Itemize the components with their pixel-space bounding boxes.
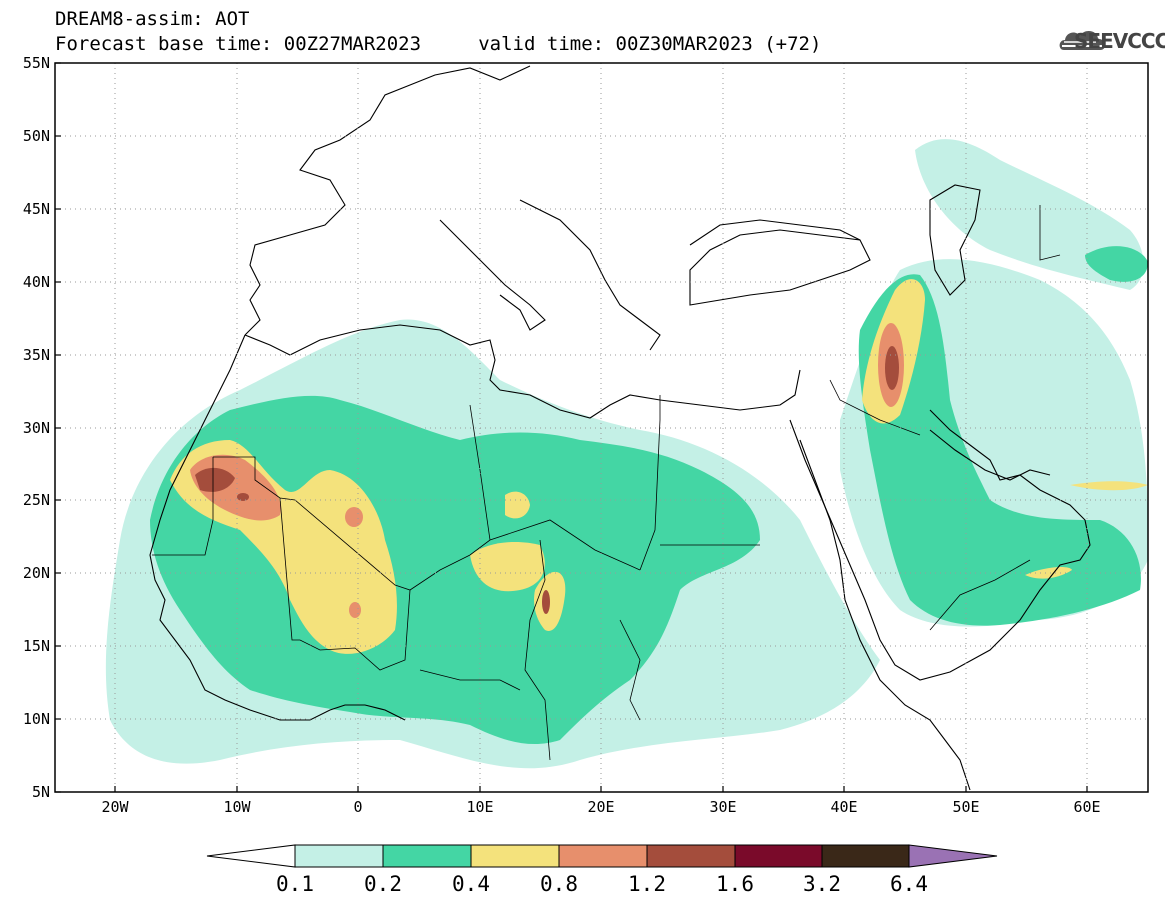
aot-high-tibesti	[505, 491, 530, 519]
lat-label: 15N	[23, 637, 50, 655]
lat-label: 40N	[23, 273, 50, 291]
lon-label: 30E	[709, 798, 736, 816]
lat-label: 20N	[23, 564, 50, 582]
aot-high-chad	[470, 542, 545, 592]
lat-label: 55N	[23, 54, 50, 72]
colorbar-label: 3.2	[803, 872, 841, 896]
colorbar-segment	[646, 844, 736, 868]
colorbar-segment	[294, 844, 384, 868]
seevccc-logo: SEEVCCC	[1074, 29, 1165, 53]
colorbar-segment	[734, 844, 823, 868]
lon-label: 10W	[223, 798, 251, 816]
colorbar-label: 0.4	[452, 872, 490, 896]
colorbar-label: 0.8	[540, 872, 578, 896]
lat-label: 10N	[23, 710, 50, 728]
lat-labels: 55N 50N 45N 40N 35N 30N 25N 20N 15N 10N …	[23, 54, 50, 801]
aot-mid-gulf	[858, 274, 1141, 626]
colorbar-label: 0.1	[276, 872, 314, 896]
aot-brown-sahara	[195, 467, 235, 492]
colorbar-label: 6.4	[890, 872, 928, 896]
lat-label: 50N	[23, 127, 50, 145]
axis-ticks	[55, 62, 1088, 793]
lon-label: 0	[353, 798, 362, 816]
lat-label: 5N	[32, 783, 50, 801]
aot-high-gulf-strip	[1070, 481, 1148, 491]
lon-label: 50E	[952, 798, 979, 816]
colorbar-segment	[470, 844, 560, 868]
lon-label: 10E	[466, 798, 493, 816]
colorbar-segment	[821, 844, 910, 868]
aot-high-oman	[1025, 567, 1072, 579]
lat-label: 30N	[23, 419, 50, 437]
map-title: DREAM8-assim: AOT	[55, 8, 250, 30]
colorbar-segment	[382, 844, 472, 868]
colorbar-label: 1.2	[628, 872, 666, 896]
colorbar-label: 0.2	[364, 872, 402, 896]
gridlines	[55, 63, 1148, 792]
aot-brown-chad	[542, 590, 550, 614]
aot-mid-caspian	[1085, 246, 1148, 282]
aot-orange-niger	[349, 602, 361, 618]
colorbar	[206, 844, 998, 868]
aot-field	[105, 139, 1148, 769]
aot-mid-west-africa	[150, 395, 760, 745]
lon-label: 40E	[830, 798, 857, 816]
lon-label: 20W	[101, 798, 129, 816]
colorbar-segment	[558, 844, 648, 868]
cloud-icon	[1059, 30, 1106, 50]
aot-brown-iraq	[885, 346, 899, 390]
aot-brown-mauritania	[237, 493, 249, 501]
lon-label: 20E	[587, 798, 614, 816]
lon-label: 60E	[1073, 798, 1100, 816]
colorbar-over-arrow	[908, 844, 998, 868]
forecast-time-line: Forecast base time: 00Z27MAR2023 valid t…	[55, 33, 822, 55]
coastlines	[149, 65, 1091, 791]
country-borders	[152, 205, 1061, 761]
lat-label: 25N	[23, 491, 50, 509]
colorbar-under-arrow	[206, 844, 296, 868]
lon-labels: 20W 10W 0 10E 20E 30E 40E 50E 60E	[101, 798, 1100, 816]
colorbar-label: 1.6	[716, 872, 754, 896]
lat-label: 45N	[23, 200, 50, 218]
lat-label: 35N	[23, 346, 50, 364]
aot-orange-mali	[345, 507, 363, 527]
aot-low-caspian	[915, 139, 1144, 290]
